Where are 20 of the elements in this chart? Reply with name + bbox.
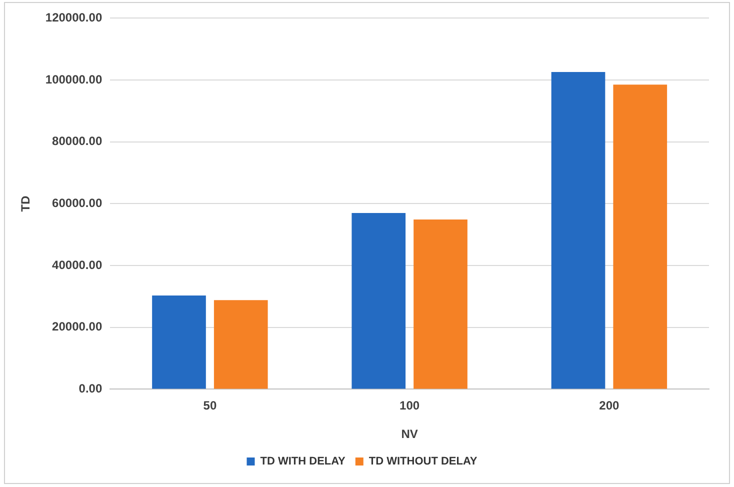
- y-axis-title: TD: [18, 195, 33, 212]
- bar: [551, 72, 606, 389]
- x-tick-label: 200: [599, 398, 620, 413]
- y-tick-label: 60000.00: [52, 196, 102, 210]
- y-tick-label: 20000.00: [52, 320, 102, 334]
- bar: [613, 84, 668, 389]
- y-tick-label: 120000.00: [45, 10, 102, 25]
- legend-label: TD WITHOUT DELAY: [368, 456, 478, 468]
- y-tick-label: 40000.00: [52, 258, 102, 272]
- bar: [352, 212, 406, 389]
- x-tick-label: 100: [400, 398, 420, 413]
- legend-label: TD WITH DELAY: [260, 456, 346, 468]
- x-axis-title: NV: [401, 427, 418, 442]
- bar: [414, 219, 468, 389]
- bar: [152, 296, 206, 389]
- bar: [214, 300, 268, 389]
- y-tick-label: 0.00: [78, 382, 102, 396]
- y-tick-label: 80000.00: [52, 134, 102, 148]
- x-tick-label: 50: [203, 398, 217, 413]
- y-tick-label: 100000.00: [45, 72, 102, 86]
